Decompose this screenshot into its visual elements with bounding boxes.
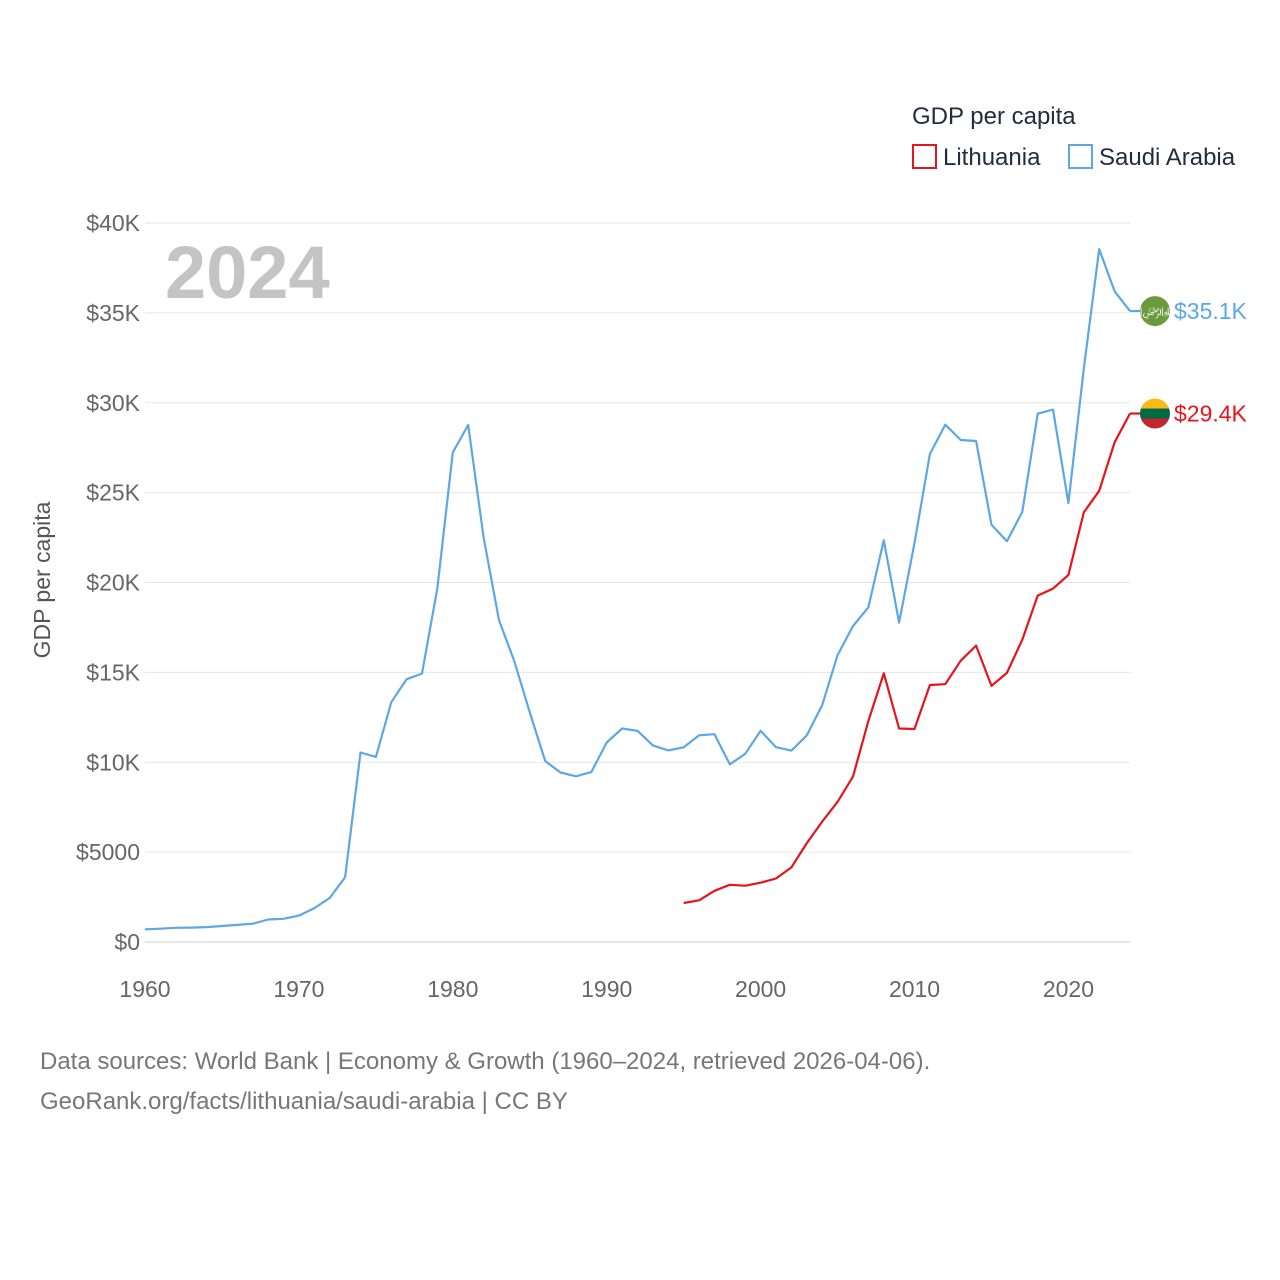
footer: Data sources: World Bank | Economy & Gro… [40, 1042, 1240, 1122]
x-tick-label: 2000 [735, 976, 786, 1002]
gdp-per-capita-chart: $0 $5000 $10K $15K $20K $25K $30K $35K $40K 1960… [29, 103, 1248, 1002]
y-axis-title: GDP per capita [29, 501, 55, 658]
year-label: 2024 [165, 231, 330, 314]
legend-title: GDP per capita [912, 103, 1076, 130]
legend-item-saudi-arabia[interactable]: Saudi Arabia [1068, 144, 1236, 171]
legend-swatch-lithuania [912, 144, 937, 169]
end-value-label-saudi-arabia: $35.1K [1174, 298, 1248, 324]
series-line-saudi-arabia [144, 248, 1131, 931]
flag-icon-lithuania [1140, 398, 1170, 429]
y-tick-label: $40K [86, 210, 140, 236]
x-tick-label: 1990 [581, 976, 632, 1002]
x-axis-ticks: 1960 1970 1980 1990 2000 2010 2020 [119, 976, 1094, 1002]
x-tick-label: 1980 [427, 976, 478, 1002]
data-source-note: Data sources: World Bank | Economy & Gro… [40, 1048, 931, 1075]
series-line-lithuania [683, 412, 1131, 905]
legend-item-lithuania[interactable]: Lithuania [912, 144, 1041, 171]
y-axis-ticks: $0 $5000 $10K $15K $20K $25K $30K $35K $40K [76, 210, 141, 955]
series-lines [144, 248, 1131, 931]
flag-icon-saudi-arabia: ﷽ [1113, 296, 1198, 327]
legend-label-saudi-arabia: Saudi Arabia [1099, 144, 1236, 171]
legend: GDP per capita Lithuania Saudi Arabia [912, 103, 1236, 171]
x-tick-label: 1970 [273, 976, 324, 1002]
y-tick-label: $25K [86, 480, 140, 506]
legend-swatch-saudi-arabia [1068, 144, 1093, 169]
x-tick-label: 1960 [119, 976, 170, 1002]
legend-label-lithuania: Lithuania [943, 144, 1041, 171]
y-tick-label: $35K [86, 300, 140, 326]
x-tick-label: 2020 [1043, 976, 1094, 1002]
series-end-markers: $29.4K ﷽$35.1K [1113, 296, 1248, 429]
end-value-label-lithuania: $29.4K [1174, 401, 1248, 427]
y-tick-label: $5000 [76, 839, 140, 865]
y-tick-label: $30K [86, 390, 140, 416]
x-tick-label: 2010 [889, 976, 940, 1002]
y-tick-label: $0 [114, 929, 140, 955]
attribution-link[interactable]: GeoRank.org/facts/lithuania/saudi-arabia… [40, 1088, 568, 1115]
y-tick-label: $10K [86, 749, 140, 775]
gridlines [145, 222, 1130, 943]
y-tick-label: $15K [86, 659, 140, 685]
y-tick-label: $20K [86, 570, 140, 596]
svg-text:﷽: ﷽ [1113, 305, 1198, 320]
